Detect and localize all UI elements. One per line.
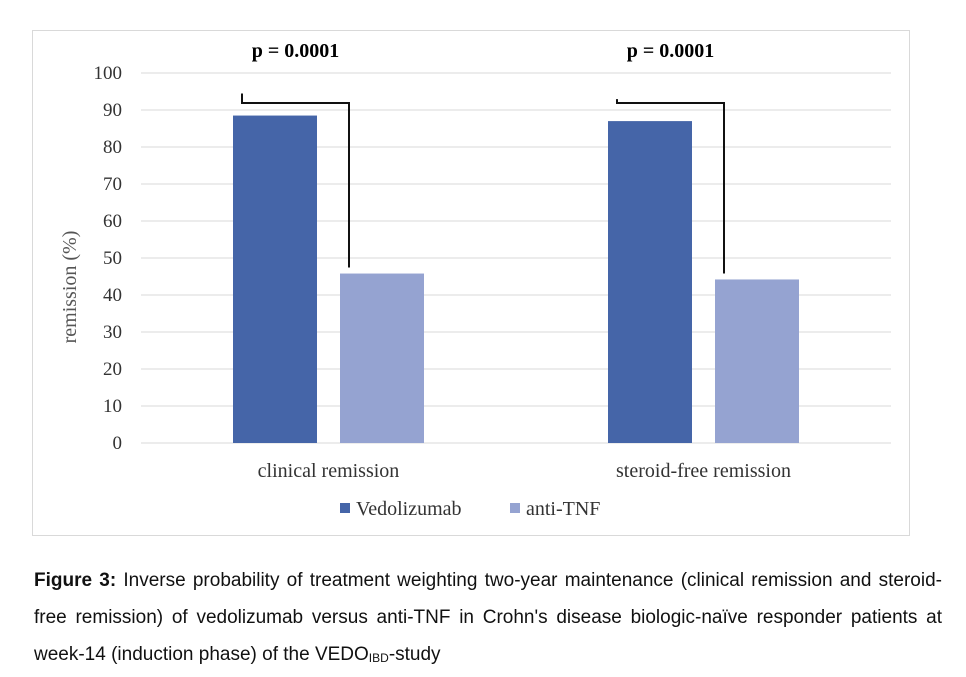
y-tick-label: 60	[103, 211, 122, 232]
bar-anti-tnf	[340, 273, 424, 443]
y-tick-label: 40	[103, 285, 122, 306]
y-tick-label: 20	[103, 359, 122, 380]
y-tick-label: 30	[103, 322, 122, 343]
y-axis-title: remission (%)	[59, 231, 81, 344]
y-tick-label: 80	[103, 137, 122, 158]
bars	[233, 115, 799, 444]
caption-text: Inverse probability of treatment weighti…	[34, 570, 942, 665]
y-tick-label: 10	[103, 396, 122, 417]
p-value-label: p = 0.0001	[627, 40, 715, 62]
p-value-label: p = 0.0001	[252, 40, 340, 62]
legend: Vedolizumab anti-TNF	[340, 498, 600, 520]
y-tick-label: 0	[113, 433, 123, 454]
y-tick-label: 100	[94, 63, 123, 84]
bar-vedolizumab	[608, 121, 692, 443]
caption-subscript: IBD	[368, 651, 389, 665]
bar-vedolizumab	[233, 115, 317, 444]
significance-brackets: p = 0.0001 p = 0.0001	[241, 40, 725, 274]
x-category-label: clinical remission	[258, 460, 400, 482]
y-axis-ticks: 0 10 20 30 40 50 60 70 80 90 100	[94, 63, 123, 454]
significance-bracket	[241, 93, 350, 268]
x-category-label: steroid-free remission	[616, 460, 791, 482]
y-tick-label: 90	[103, 100, 122, 121]
legend-swatch	[510, 503, 520, 513]
y-tick-label: 50	[103, 248, 122, 269]
significance-bracket	[616, 99, 725, 274]
chart-frame: 0 10 20 30 40 50 60 70 80 90 100 p = 0.0001 p = 0.0…	[32, 30, 910, 536]
y-tick-label: 70	[103, 174, 122, 195]
legend-swatch	[340, 503, 350, 513]
figure-caption: Figure 3: Inverse probability of treatme…	[34, 562, 942, 677]
bar-anti-tnf	[715, 279, 799, 443]
caption-text-end: -study	[388, 644, 441, 665]
x-axis-categories: clinical remission steroid-free remission	[258, 460, 791, 482]
caption-label: Figure 3:	[34, 570, 117, 591]
legend-label: Vedolizumab	[356, 498, 462, 520]
legend-label: anti-TNF	[526, 498, 600, 520]
